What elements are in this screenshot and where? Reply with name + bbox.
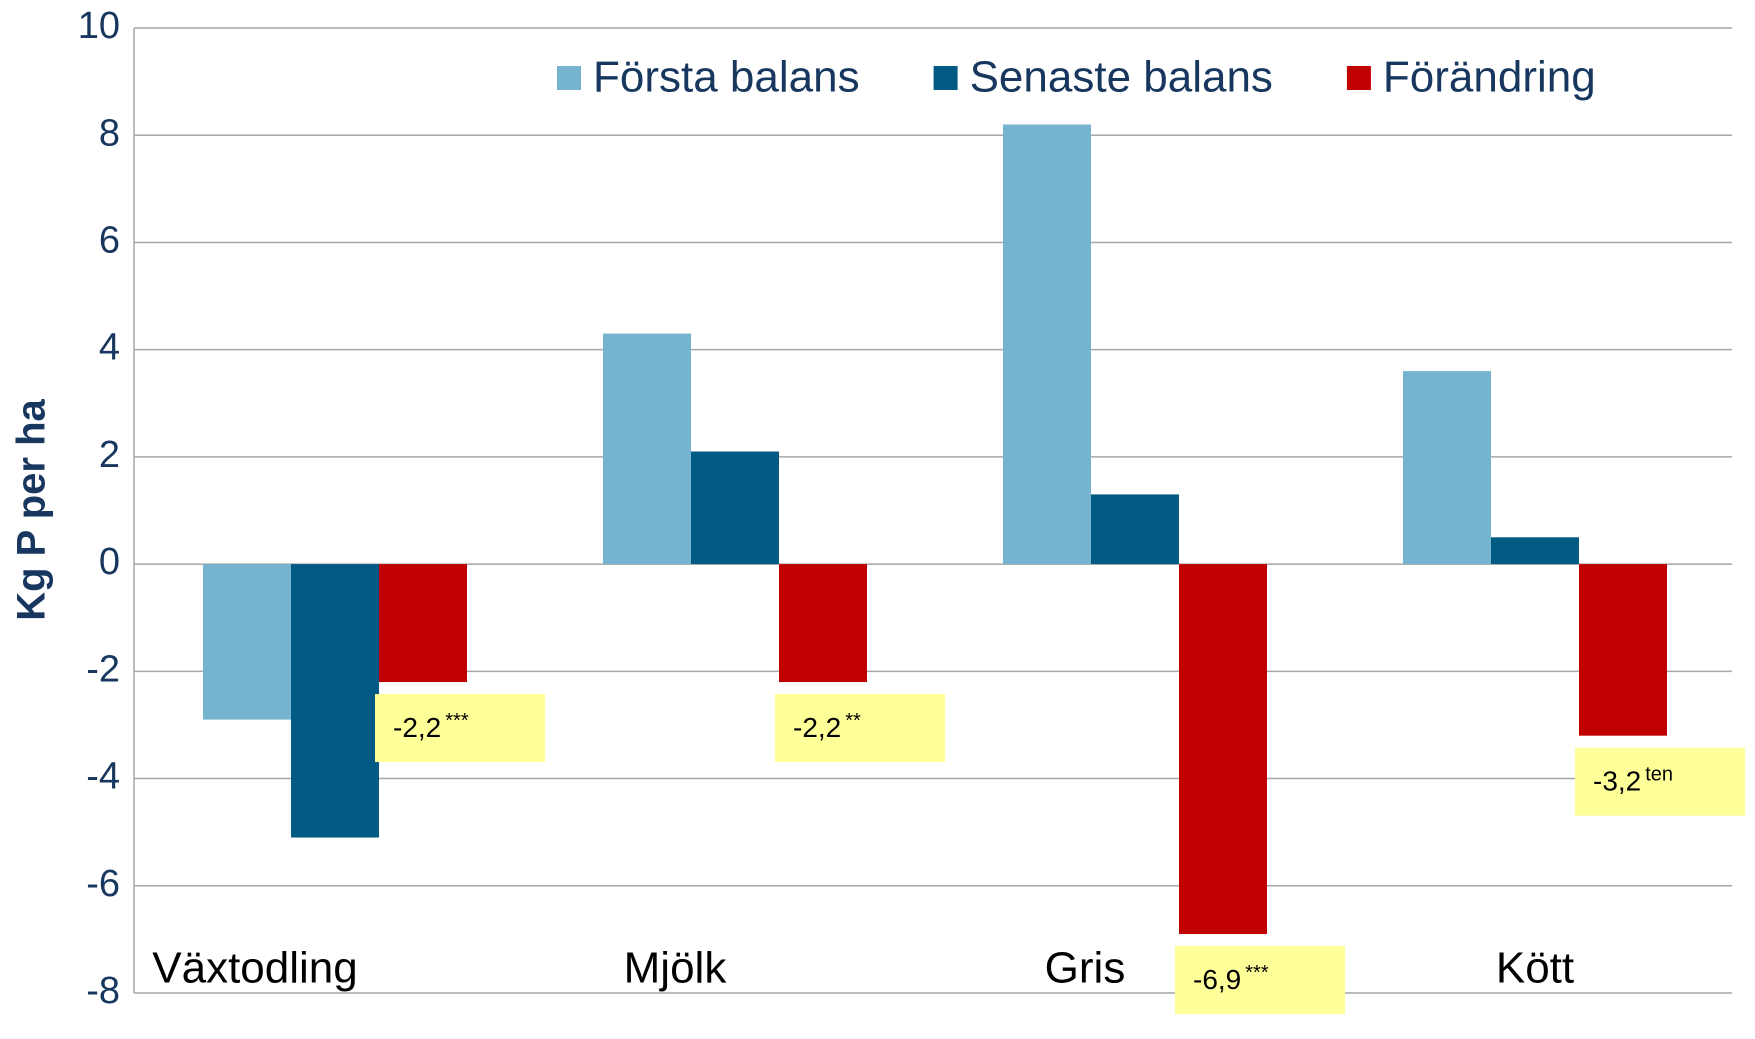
- legend-swatch: [557, 66, 581, 90]
- value-label-number: -2,2: [393, 712, 441, 743]
- value-label-box: [1575, 747, 1745, 816]
- legend-label: Förändring: [1383, 53, 1596, 102]
- y-tick-label: 0: [99, 541, 120, 583]
- bar: [203, 564, 291, 720]
- y-tick-label: -6: [86, 863, 120, 905]
- value-label-box: [375, 694, 545, 763]
- value-label: -2,2 ***: [393, 710, 469, 743]
- y-tick-label: -8: [86, 970, 120, 1012]
- bar: [691, 451, 779, 565]
- y-tick-label: 6: [99, 219, 120, 261]
- bar: [1491, 537, 1579, 565]
- bar: [1179, 564, 1267, 935]
- value-label-box: [1175, 946, 1345, 1015]
- legend-label: Första balans: [593, 53, 860, 102]
- y-tick-label: -2: [86, 648, 120, 690]
- legend-swatch: [933, 66, 958, 90]
- bar: [779, 564, 867, 683]
- bar: [291, 564, 379, 838]
- value-label-number: -2,2: [793, 712, 841, 743]
- y-tick-label: 10: [78, 5, 120, 47]
- significance: **: [845, 710, 861, 732]
- bar: [1091, 494, 1179, 565]
- value-label: -2,2 **: [793, 710, 861, 743]
- y-tick-label: 4: [99, 327, 120, 369]
- value-label: -6,9 ***: [1193, 962, 1269, 995]
- x-tick-label: Gris: [1045, 944, 1126, 993]
- y-axis-label: Kg P per ha: [10, 398, 54, 620]
- significance: ***: [445, 710, 469, 732]
- x-tick-label: Växtodling: [152, 944, 357, 993]
- y-tick-label: 8: [99, 112, 120, 154]
- value-label: -3,2 ten: [1593, 764, 1673, 797]
- y-tick-label: 2: [99, 434, 120, 476]
- bar: [603, 333, 691, 565]
- legend-swatch: [1346, 66, 1371, 90]
- bar: [1579, 564, 1667, 736]
- y-tick-label: -4: [86, 756, 120, 798]
- x-tick-label: Kött: [1496, 944, 1574, 993]
- value-label-box: [775, 694, 945, 763]
- bar: [1403, 371, 1491, 565]
- bar: [379, 564, 467, 683]
- x-tick-label: Mjölk: [624, 944, 728, 993]
- legend-label: Senaste balans: [970, 53, 1273, 102]
- value-label-number: -3,2: [1593, 766, 1641, 797]
- bar: [1003, 124, 1091, 565]
- value-label-number: -6,9: [1193, 964, 1241, 995]
- significance: ***: [1245, 962, 1269, 984]
- significance: ten: [1645, 764, 1673, 786]
